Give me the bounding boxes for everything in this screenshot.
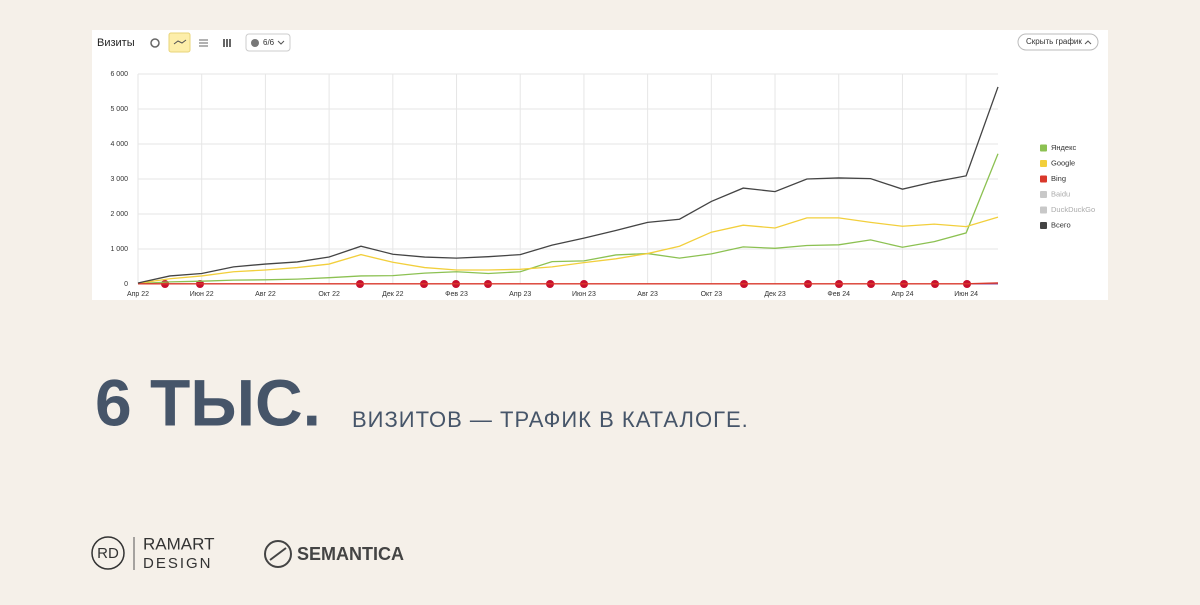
x-tick-label: Дек 23	[764, 291, 786, 298]
x-tick-label: Апр 24	[891, 291, 913, 298]
y-tick-label: 5 000	[110, 106, 128, 113]
x-tick-label: Июн 22	[190, 291, 214, 298]
legend-label: Google	[1051, 158, 1075, 167]
icon-area[interactable]	[199, 39, 208, 47]
icon-line	[173, 39, 187, 45]
x-tick-label: Авг 23	[637, 291, 658, 298]
y-tick-label: 6 000	[110, 71, 128, 78]
y-tick-label: 0	[124, 281, 128, 288]
y-tick-label: 2 000	[110, 211, 128, 218]
toolbar-title: Визиты	[97, 37, 135, 49]
x-tick-label: Фев 23	[445, 291, 468, 298]
chevron	[277, 40, 285, 45]
series-line	[137, 86, 999, 284]
legend-label: DuckDuckGo	[1051, 205, 1095, 214]
x-tick-label: Апр 23	[509, 291, 531, 298]
filter-icon	[251, 39, 259, 47]
legend-checkbox[interactable]	[1040, 191, 1047, 198]
x-tick-label: Фев 24	[827, 291, 850, 298]
icon-line-active[interactable]	[168, 32, 191, 53]
series-line	[137, 216, 999, 284]
logo-rd: RD	[97, 545, 119, 562]
logo-semantica-icon	[264, 540, 292, 568]
logo-design: DESIGN	[143, 555, 213, 572]
x-tick-label: Апр 22	[127, 291, 149, 298]
x-tick-label: Окт 23	[701, 291, 723, 298]
legend-label: Всего	[1051, 220, 1071, 229]
hide-chart-button[interactable]	[1017, 33, 1099, 51]
legend-label: Baidu	[1051, 189, 1070, 198]
logo-semantica-stroke	[269, 547, 287, 561]
y-tick-label: 4 000	[110, 141, 128, 148]
logo-circle	[91, 536, 125, 570]
legend-checkbox[interactable]	[1040, 222, 1047, 229]
legend-checkbox[interactable]	[1040, 175, 1047, 183]
hide-chart-label: Скрыть график	[1026, 37, 1082, 46]
x-tick-label: Окт 22	[318, 291, 340, 298]
logo-semantica: SEMANTICA	[297, 544, 404, 564]
y-tick-label: 3 000	[110, 176, 128, 183]
y-tick-label: 1 000	[110, 246, 128, 253]
legend-checkbox[interactable]	[1040, 160, 1047, 167]
x-tick-label: Дек 22	[382, 291, 404, 298]
series-line	[137, 153, 999, 285]
filter-label: 6/6	[263, 38, 275, 47]
legend-checkbox[interactable]	[1040, 144, 1047, 152]
series-line	[138, 282, 999, 285]
icon-bars[interactable]	[223, 39, 231, 47]
icon-pie[interactable]	[150, 38, 160, 48]
x-tick-label: Авг 22	[255, 291, 276, 298]
legend-label: Bing	[1051, 174, 1066, 183]
logo-ramart: RAMART	[143, 534, 214, 553]
x-tick-label: Июн 23	[572, 291, 596, 298]
legend-label: Яндекс	[1051, 143, 1076, 152]
plot: 0 1 000 2 000 3 000 4 000 5 000 6 000 Апр 22 Июн…	[110, 71, 1095, 298]
screenshot-panel	[92, 30, 1108, 300]
x-tick-label: Июн 24	[954, 291, 978, 298]
legend-checkbox[interactable]	[1040, 206, 1047, 214]
headline-caption: ВИЗИТОВ — ТРАФИК В КАТАЛОГЕ.	[352, 407, 749, 432]
chevron	[1084, 40, 1092, 45]
headline-number: 6 ТЫС.	[95, 365, 321, 439]
filter-button[interactable]	[245, 33, 291, 52]
